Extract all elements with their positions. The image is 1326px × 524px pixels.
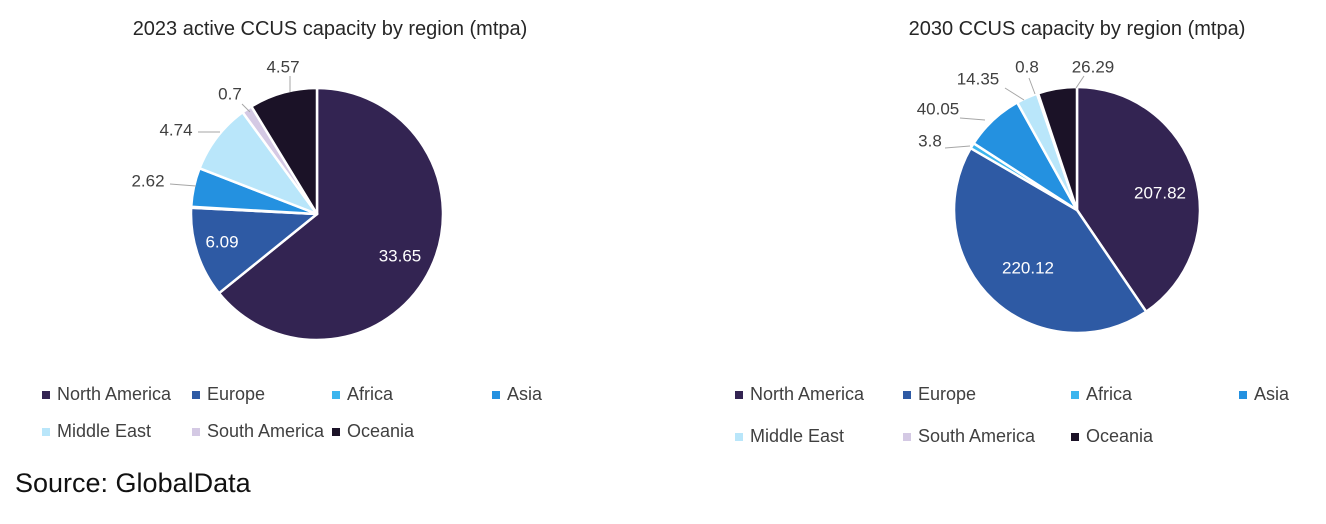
- legend-swatch: [735, 432, 743, 441]
- legend-label: Europe: [918, 384, 977, 404]
- legend-swatch: [1071, 390, 1079, 399]
- legend-item-middle-east: Middle East: [42, 421, 151, 442]
- legend-item-south-america: South America: [192, 421, 324, 442]
- data-label-asia: 40.05: [917, 99, 960, 118]
- data-label-north-america: 207.82: [1134, 183, 1186, 202]
- data-label-asia: 2.62: [131, 171, 164, 190]
- legend-swatch: [1239, 390, 1247, 399]
- data-label-middle-east: 4.74: [159, 120, 192, 139]
- data-label-north-america: 33.65: [379, 246, 422, 265]
- legend-swatch: [42, 390, 50, 399]
- legend-swatch: [1071, 432, 1079, 441]
- legend-swatch: [332, 390, 340, 399]
- leader-line-south-america: [1028, 77, 1036, 95]
- legend-swatch: [903, 390, 911, 399]
- legend-swatch: [903, 432, 911, 441]
- legend-item-asia: Asia: [492, 384, 542, 405]
- data-label-south-america: 0.7: [218, 84, 242, 103]
- slice-north-america: [217, 86, 445, 342]
- legend-item-europe: Europe: [903, 384, 976, 405]
- data-label-south-america: 0.8: [1015, 57, 1039, 76]
- slice-europe: [952, 146, 1148, 335]
- slice-north-america: [1075, 85, 1202, 313]
- legend-swatch: [735, 390, 743, 399]
- legend-item-south-america: South America: [903, 426, 1035, 447]
- data-label-oceania: 26.29: [1072, 57, 1115, 76]
- legend-label: South America: [207, 421, 325, 441]
- legend-label: Middle East: [57, 421, 152, 441]
- legend-swatch: [42, 427, 50, 436]
- chart-title-2030: 2030 CCUS capacity by region (mtpa): [908, 18, 1246, 40]
- data-label-africa: 3.8: [918, 131, 942, 150]
- legend-item-middle-east: Middle East: [735, 426, 844, 447]
- leader-line-oceania: [1075, 75, 1085, 89]
- legend-swatch: [332, 427, 340, 436]
- legend-label: Africa: [347, 384, 394, 404]
- leader-line-asia: [959, 117, 986, 121]
- legend-label: Middle East: [750, 426, 845, 446]
- legend-item-africa: Africa: [1071, 384, 1132, 405]
- leader-line-africa: [944, 145, 971, 149]
- data-label-europe: 6.09: [205, 232, 238, 251]
- legend-item-oceania: Oceania: [1071, 426, 1153, 447]
- legend-label: South America: [918, 426, 1036, 446]
- data-label-middle-east: 14.35: [957, 69, 1000, 88]
- source-note: Source: GlobalData: [15, 468, 251, 498]
- legend-label: Oceania: [1086, 426, 1154, 446]
- legend-item-oceania: Oceania: [332, 421, 414, 442]
- legend-label: Africa: [1086, 384, 1133, 404]
- leader-line-asia: [169, 183, 197, 187]
- legend-swatch: [192, 427, 200, 436]
- legend-item-asia: Asia: [1239, 384, 1289, 405]
- data-label-europe: 220.12: [1002, 258, 1054, 277]
- legend-label: Asia: [1254, 384, 1290, 404]
- legend-item-europe: Europe: [192, 384, 265, 405]
- data-label-oceania: 4.57: [266, 57, 299, 76]
- leader-line-middle-east: [1004, 87, 1025, 101]
- legend-swatch: [192, 390, 200, 399]
- legend-label: Europe: [207, 384, 266, 404]
- legend-swatch: [492, 390, 500, 399]
- leader-line-south-america: [241, 103, 251, 113]
- slice-europe: [189, 206, 319, 295]
- legend-label: Asia: [507, 384, 543, 404]
- chart-title-2023: 2023 active CCUS capacity by region (mtp…: [132, 18, 528, 40]
- legend-label: North America: [750, 384, 865, 404]
- legend-label: Oceania: [347, 421, 415, 441]
- pie-chart-2023: 33.65 6.09 2.62 4.74 0.7 4.57: [131, 57, 445, 342]
- slice-oceania: [250, 86, 319, 216]
- legend-item-north-america: North America: [735, 384, 864, 405]
- pie-chart-2030: 207.82 220.12 3.8 40.05 14.35 0.8 26.29: [917, 57, 1202, 335]
- legend-label: North America: [57, 384, 172, 404]
- legend-item-africa: Africa: [332, 384, 393, 405]
- legend-item-north-america: North America: [42, 384, 171, 405]
